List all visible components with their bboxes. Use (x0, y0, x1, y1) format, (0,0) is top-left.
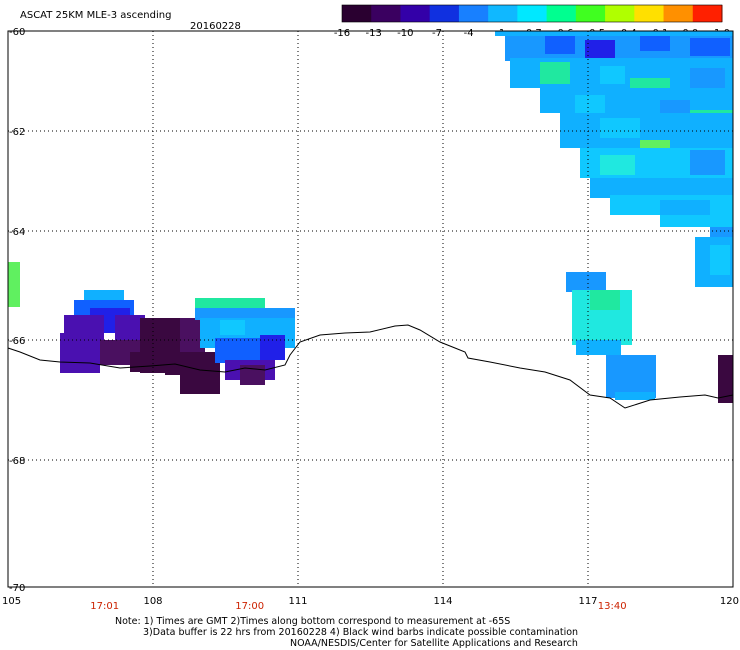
map-title: ASCAT 25KM MLE-3 ascending (20, 10, 171, 21)
pass-time-labels: 17:01 17:00 13:40 (90, 601, 626, 612)
wind-data-pixel (545, 36, 575, 54)
wind-data-pixel (575, 95, 605, 115)
wind-data-pixel (640, 36, 670, 51)
pass-time-label: 17:00 (235, 601, 264, 612)
pass-time-label: 13:40 (598, 601, 627, 612)
map-frame (7, 30, 734, 588)
wind-data-pixels (8, 31, 733, 403)
wind-data-pixel (590, 178, 733, 198)
latitude-tick-label: -62 (9, 127, 25, 138)
wind-data-pixel (600, 118, 640, 138)
wind-data-pixel (690, 68, 725, 88)
wind-data-pixel (690, 38, 730, 56)
colorbar-swatch (517, 5, 548, 22)
colorbar-swatch (634, 5, 665, 22)
colorbar-tick-label: -10 (397, 28, 413, 39)
latitude-tick-labels: -60 -62 -64 -66 -68 -70 (9, 27, 25, 594)
wind-data-pixel (600, 66, 625, 84)
wind-data-pixel (495, 31, 733, 36)
wind-data-pixel (8, 262, 20, 307)
longitude-tick-label: 111 (288, 596, 307, 607)
wind-data-pixel (540, 88, 733, 113)
wind-data-pixel (660, 100, 690, 115)
map-date: 20160228 (190, 21, 241, 32)
colorbar-swatch (663, 5, 694, 22)
latitude-tick-label: -60 (9, 27, 25, 38)
colorbar-swatch (605, 5, 635, 22)
colorbar-swatch (400, 5, 431, 22)
wind-data-pixel (195, 298, 265, 308)
longitude-tick-label: 120 (720, 596, 739, 607)
colorbar-tick-label: -13 (365, 28, 381, 39)
wind-data-pixel (718, 355, 733, 403)
colorbar-outline (341, 4, 723, 23)
wind-data-pixel (590, 290, 620, 310)
colorbar-tick-label: -16 (334, 28, 350, 39)
coastline (7, 324, 734, 409)
colorbar-tick-label: -4 (464, 28, 474, 39)
footer-note-1: Note: 1) Times are GMT 2)Times along bot… (115, 616, 511, 627)
wind-data-pixel (540, 62, 570, 84)
colorbar-swatch (692, 5, 723, 22)
wind-data-pixel (84, 290, 124, 302)
wind-data-pixel (60, 333, 100, 373)
wind-data-pixel (710, 245, 730, 275)
wind-data-pixel (195, 308, 295, 320)
colorbar-swatch (575, 5, 606, 22)
longitude-tick-label: 108 (143, 596, 162, 607)
wind-data-pixel (130, 352, 170, 372)
longitude-tick-label: 117 (578, 596, 597, 607)
longitude-tick-label: 114 (433, 596, 452, 607)
latitude-tick-label: -68 (9, 456, 25, 467)
wind-data-pixel (660, 200, 710, 215)
longitude-tick-labels: 105 108 111 114 117 120 (2, 596, 739, 607)
colorbar-swatch (371, 5, 401, 22)
wind-data-pixel (600, 155, 635, 175)
colorbar-swatch (546, 5, 577, 22)
latitude-tick-label: -66 (9, 336, 25, 347)
wind-data-pixel (606, 355, 656, 398)
longitude-tick-label: 105 (2, 596, 21, 607)
wind-data-pixel (240, 365, 265, 385)
colorbar-swatch (488, 5, 518, 22)
wind-data-pixel (220, 320, 245, 335)
colorbar-tick-label: -7 (432, 28, 442, 39)
pass-time-label: 17:01 (90, 601, 119, 612)
wind-data-pixel (660, 215, 733, 227)
latitude-tick-label: -64 (9, 227, 25, 238)
latitude-tick-label: -70 (9, 583, 25, 594)
footer-note-2: 3)Data buffer is 22 hrs from 20160228 4)… (143, 627, 579, 638)
wind-data-pixel (690, 150, 725, 175)
colorbar-swatch (429, 5, 460, 22)
wind-data-pixel (585, 40, 615, 58)
gridlines (8, 31, 733, 587)
wind-data-pixel (260, 335, 285, 360)
map-area (7, 30, 734, 588)
wind-data-pixel (576, 340, 621, 355)
colorbar (341, 4, 723, 23)
wind-data-pixel (710, 227, 733, 237)
colorbar-swatch (458, 5, 489, 22)
footer-credit: NOAA/NESDIS/Center for Satellite Applica… (290, 638, 578, 649)
wind-data-pixel (566, 272, 606, 292)
colorbar-swatch (342, 5, 372, 22)
wind-data-pixel (615, 392, 655, 400)
